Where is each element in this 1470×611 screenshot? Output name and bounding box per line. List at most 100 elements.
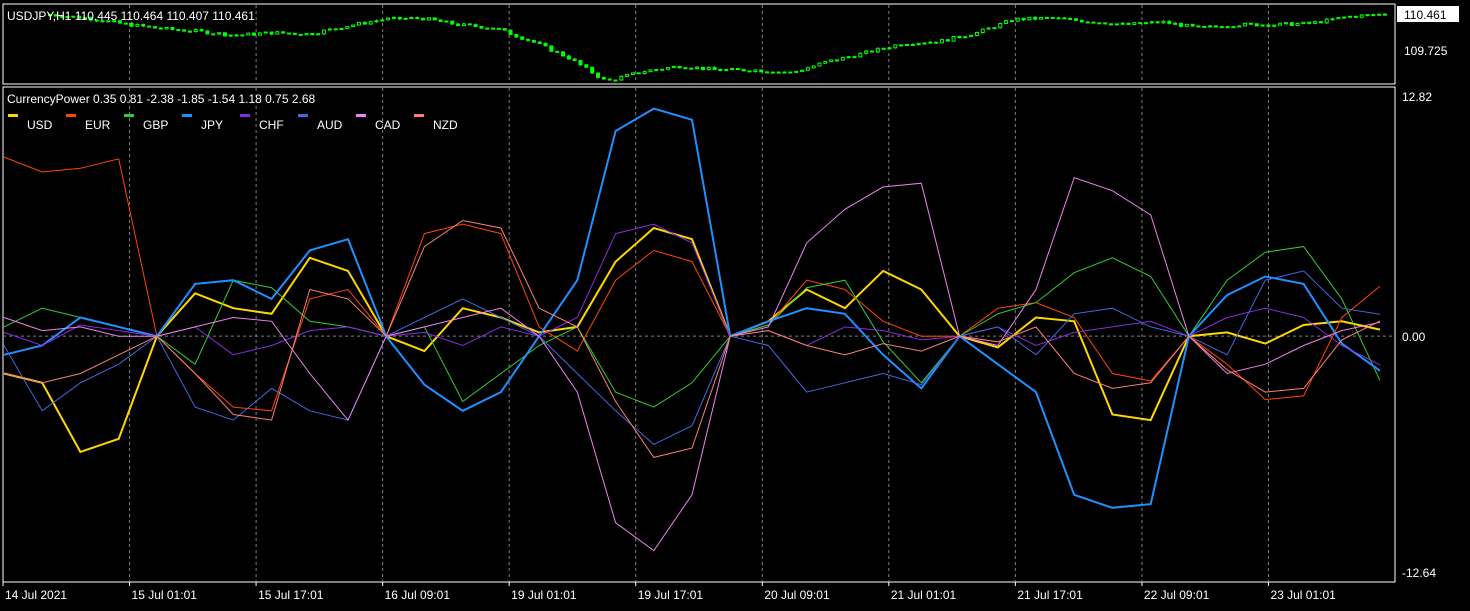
candle-body [1050, 16, 1055, 19]
candle-body [1295, 23, 1300, 26]
x-axis-labels: 14 Jul 2021 15 Jul 01:01 15 Jul 17:01 16 Ju… [2, 582, 1336, 602]
candle-body [671, 65, 676, 69]
candle-body [298, 33, 303, 36]
candle-body [980, 28, 985, 33]
candle-body [1219, 26, 1224, 29]
x-tick-label: 19 Jul 17:01 [638, 588, 704, 602]
series-line-jpy [3, 107, 1381, 509]
legend-swatch-cad [356, 114, 366, 117]
candle-body [858, 52, 863, 58]
x-tick-label: 15 Jul 01:01 [132, 588, 198, 602]
candle-body [665, 67, 670, 70]
candle-body [1318, 21, 1323, 24]
candle-body [1132, 22, 1137, 25]
candle-body [397, 16, 402, 20]
candle-body [1383, 13, 1387, 16]
candle-body [88, 17, 93, 21]
candle-body [1213, 25, 1218, 28]
candle-body [1143, 22, 1148, 25]
candle-body [864, 50, 869, 54]
candle-body [1353, 15, 1358, 18]
candle-body [625, 73, 630, 77]
candle-body [1004, 20, 1009, 24]
candle-body [928, 41, 933, 44]
candle-body [986, 27, 991, 30]
current-price-label: 110.461 [1404, 8, 1447, 22]
candle-body [205, 30, 210, 35]
candle-body [823, 61, 828, 64]
candle-body [630, 72, 635, 75]
candle-body [578, 59, 583, 66]
candle-body [438, 19, 443, 22]
candle-body [1225, 26, 1230, 29]
candle-body [881, 47, 886, 50]
candle-body [1068, 18, 1073, 21]
candle-body [71, 15, 76, 18]
legend: USD EUR GBP JPY CHF AUD CAD NZD [8, 114, 458, 132]
candle-body [491, 27, 496, 30]
candle-body [263, 31, 268, 34]
candle-body [969, 34, 974, 38]
candle-body [910, 43, 915, 46]
candle-body [333, 28, 338, 31]
candle-body [654, 69, 659, 72]
candle-body [182, 29, 187, 32]
candle-body [572, 58, 577, 61]
candle-body [1359, 14, 1364, 18]
candle-body [1301, 21, 1306, 25]
candle-body [345, 26, 350, 30]
candle-body [374, 20, 379, 23]
candle-body [695, 66, 700, 70]
candle-body [391, 16, 396, 19]
candle-body [152, 26, 157, 29]
current-price-box [1397, 6, 1459, 22]
candle-body [304, 32, 309, 36]
candle-body [817, 62, 822, 67]
series-line-usd [3, 226, 1381, 454]
series-line-chf [3, 223, 1381, 366]
candle-body [660, 68, 665, 71]
candle-body [386, 17, 391, 21]
candle-body [1114, 23, 1119, 26]
candle-body [526, 38, 531, 41]
candle-body [1365, 14, 1370, 17]
series-line-aud [3, 270, 1381, 445]
candle-body [1289, 22, 1294, 26]
candle-body [485, 27, 490, 30]
candle-body [875, 47, 880, 53]
candle-body [217, 32, 222, 35]
candle-body [1243, 22, 1248, 27]
candle-body [281, 31, 286, 34]
candle-body [316, 33, 321, 36]
candle-body [1266, 24, 1271, 27]
candle-body [869, 50, 874, 53]
candle-body [689, 67, 694, 70]
candle-body [1021, 17, 1026, 21]
candle-body [1033, 16, 1038, 20]
candle-body [514, 34, 519, 38]
candle-body [537, 41, 542, 44]
candle-body [636, 72, 641, 75]
legend-label-nzd: NZD [433, 118, 458, 132]
candle-body [461, 23, 466, 27]
candle-body [939, 39, 944, 44]
candle-body [112, 20, 117, 23]
candle-body [1260, 24, 1265, 27]
candle-body [368, 21, 373, 25]
candle-body [59, 15, 64, 18]
candle-body [473, 24, 478, 28]
candle-body [257, 32, 262, 36]
x-tick-label: 14 Jul 2021 [5, 588, 67, 602]
candle-body [741, 68, 746, 72]
candle-body [275, 31, 280, 35]
legend-label-cad: CAD [375, 118, 401, 132]
price-panel-frame [2, 3, 1396, 85]
indicator-scale-min: -12.64 [1402, 566, 1436, 580]
candle-body [998, 22, 1003, 29]
candle-body [211, 33, 216, 36]
candle-body [65, 16, 70, 19]
candle-body [193, 29, 198, 32]
candle-body [945, 39, 950, 42]
candle-body [351, 24, 356, 28]
candle-body [549, 45, 554, 52]
